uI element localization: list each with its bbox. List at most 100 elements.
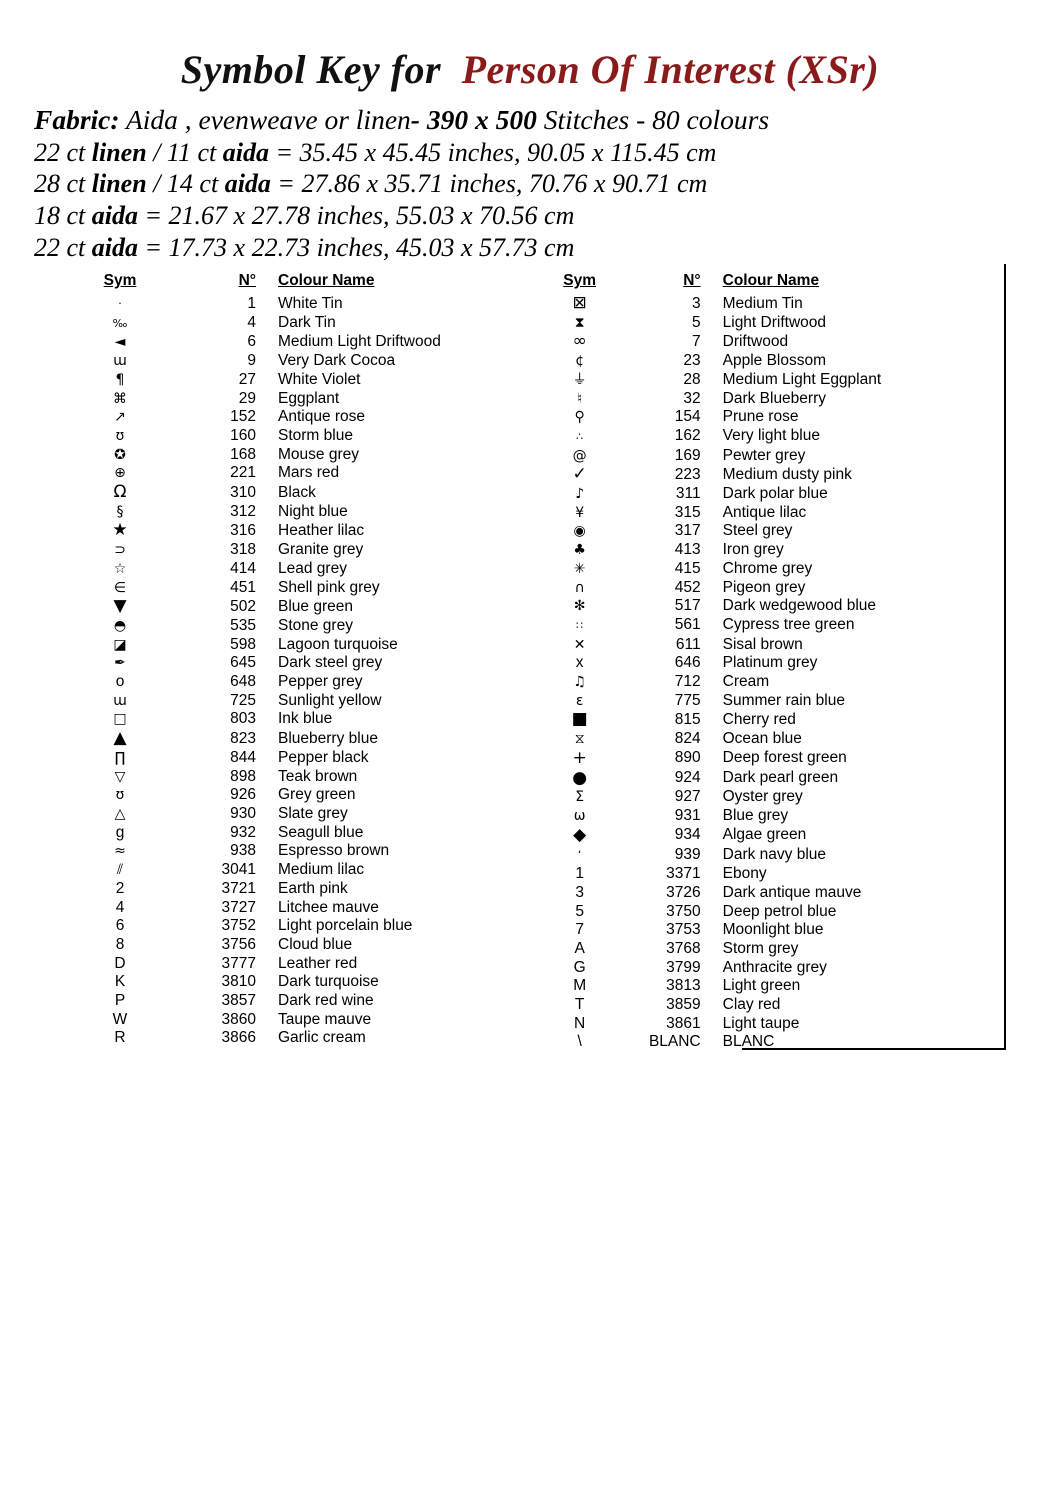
table-row: ∞ 7 Driftwood bbox=[548, 332, 968, 352]
symbol-cell: ✻ bbox=[548, 597, 611, 616]
symbol-cell: ‰ bbox=[84, 314, 156, 334]
letter-g-upper-icon: G bbox=[573, 958, 586, 976]
fabric-type-2b: aida bbox=[224, 169, 271, 199]
letter-m-icon: M bbox=[573, 977, 587, 995]
plus-icon: + bbox=[572, 747, 587, 768]
colour-number: 452 bbox=[674, 578, 701, 596]
symbol-cell: □ bbox=[84, 710, 156, 729]
colour-name: Ocean blue bbox=[722, 730, 802, 748]
colour-name: Light taupe bbox=[722, 1014, 800, 1032]
colour-number: 3859 bbox=[666, 996, 701, 1014]
fabric-size-line-4: 22 ct aida = 17.73 x 22.73 inches, 45.03… bbox=[34, 232, 1060, 264]
symbol-cell: ʊ bbox=[84, 786, 156, 805]
star-in-box-icon: ✪ bbox=[114, 446, 126, 463]
square-filled-icon: ■ bbox=[571, 709, 588, 730]
colour-number: 1 bbox=[247, 294, 256, 312]
digit-2-icon: 2 bbox=[115, 879, 125, 897]
symbol-cell: △ bbox=[84, 805, 156, 824]
symbol-cell: 8 bbox=[84, 936, 156, 955]
colour-number: 413 bbox=[674, 541, 701, 559]
sep-1: / bbox=[146, 137, 167, 167]
turned-m-icon: ɯ bbox=[113, 353, 127, 370]
symbol-cell: 2 bbox=[84, 880, 156, 899]
colour-number: 502 bbox=[230, 597, 256, 615]
symbol-cell: ω bbox=[548, 807, 611, 826]
colour-number: 611 bbox=[675, 635, 701, 653]
colour-number: 152 bbox=[230, 408, 256, 426]
intersection-icon: ∩ bbox=[574, 579, 585, 596]
table-row: ♮ 32 Dark Blueberry bbox=[548, 390, 968, 409]
upsilon-icon: ʊ bbox=[115, 427, 125, 444]
symbol-cell: ✪ bbox=[84, 446, 156, 465]
colour-name: Lagoon turquoise bbox=[278, 635, 398, 653]
table-row: ♪ 311 Dark polar blue bbox=[548, 485, 968, 504]
symbol-cell: ¥ bbox=[548, 504, 611, 523]
digit-7-icon: 7 bbox=[575, 921, 584, 939]
colour-number: 926 bbox=[230, 786, 256, 804]
table-row: ◪ 598 Lagoon turquoise bbox=[84, 636, 548, 655]
table-row: @169 Pewter grey bbox=[548, 447, 968, 466]
sep-2: / bbox=[146, 169, 167, 199]
symbol-cell: ʊ bbox=[84, 427, 156, 446]
count-1a: 22 ct bbox=[34, 137, 92, 167]
table-row: T 3859 Clay red bbox=[548, 996, 968, 1015]
colour-number: 3726 bbox=[666, 883, 701, 901]
symbol-cell: Σ bbox=[548, 788, 611, 807]
colour-number: 939 bbox=[674, 845, 701, 863]
colour-number: 803 bbox=[230, 710, 256, 728]
left-table-body: · 1 White Tin ‰ 4 Dark Tin ◄ 6 Medium Light Drif… bbox=[84, 294, 548, 1048]
colour-name: Teak brown bbox=[278, 767, 358, 785]
colour-number: 28 bbox=[683, 370, 701, 388]
fabric-type-1a: linen bbox=[91, 137, 147, 167]
symbol-cell: 3 bbox=[548, 884, 611, 903]
table-row: K 3810 Dark turquoise bbox=[84, 973, 548, 992]
table-row: ● 924 Dark pearl green bbox=[548, 768, 968, 789]
colour-name: Taupe mauve bbox=[278, 1010, 372, 1028]
table-row: ⌘ 29 Eggplant bbox=[84, 390, 548, 409]
table-row: ♫ 712 Cream bbox=[548, 673, 968, 692]
table-row: 5 3750 Deep petrol blue bbox=[548, 903, 968, 922]
letter-n-icon: N bbox=[574, 1014, 586, 1032]
table-row: △ 930 Slate grey bbox=[84, 805, 548, 824]
symbol-cell: D bbox=[84, 955, 156, 974]
table-row: ∈ 451 Shell pink grey bbox=[84, 579, 548, 598]
symbol-cell: 6 bbox=[84, 917, 156, 936]
stitch-suffix: Stitches - 80 colours bbox=[536, 104, 770, 135]
table-row: 1 3371 Ebony bbox=[548, 865, 968, 884]
table-row: A 3768 Storm grey bbox=[548, 940, 968, 959]
table-row: o 648 Pepper grey bbox=[84, 673, 548, 692]
colour-number: 3768 bbox=[666, 939, 701, 957]
colour-name: Ink blue bbox=[278, 710, 333, 728]
colour-name: Antique lilac bbox=[722, 503, 807, 521]
letter-t-icon: T bbox=[574, 996, 585, 1014]
colour-name: Steel grey bbox=[722, 522, 793, 540]
table-row: ʊ 926 Grey green bbox=[84, 786, 548, 805]
colour-name: Chrome grey bbox=[722, 559, 813, 577]
count-1b: 11 ct bbox=[166, 137, 223, 167]
colour-name: White Violet bbox=[278, 370, 361, 388]
header-name-right: Colour Name bbox=[722, 272, 820, 289]
at-sign-icon: @ bbox=[572, 447, 587, 464]
colour-number: 3813 bbox=[666, 977, 701, 995]
triangle-up-filled-icon: ▲ bbox=[113, 728, 127, 749]
hourglass-icon: ⧗ bbox=[574, 314, 585, 331]
table-row: 8 3756 Cloud blue bbox=[84, 936, 548, 955]
boxed-x-icon: ⊠ bbox=[572, 293, 587, 313]
symbol-cell: ʻ bbox=[548, 845, 611, 865]
colour-name: Dark Tin bbox=[278, 314, 336, 332]
colour-number: 310 bbox=[230, 483, 256, 501]
fabric-size-line-2: 28 ct linen / 14 ct aida = 27.86 x 35.71… bbox=[34, 168, 1060, 200]
element-of-icon: ∈ bbox=[113, 579, 127, 596]
natural-sign-icon: ♮ bbox=[577, 390, 583, 407]
colour-name: Dark steel grey bbox=[278, 654, 383, 672]
colour-name: Medium Light Driftwood bbox=[278, 333, 441, 351]
colour-name: Deep petrol blue bbox=[722, 902, 837, 920]
symbol-cell: ¶ bbox=[84, 371, 156, 390]
table-row: ʻ 939 Dark navy blue bbox=[548, 845, 968, 865]
table-row: ✳ 415 Chrome grey bbox=[548, 560, 968, 579]
symbol-cell: ∩ bbox=[548, 579, 611, 598]
table-row: ▼ 502 Blue green bbox=[84, 597, 548, 617]
symbol-cell: ɯ bbox=[84, 352, 156, 371]
colour-name: Pepper black bbox=[278, 748, 369, 766]
colour-number: 823 bbox=[230, 729, 256, 747]
